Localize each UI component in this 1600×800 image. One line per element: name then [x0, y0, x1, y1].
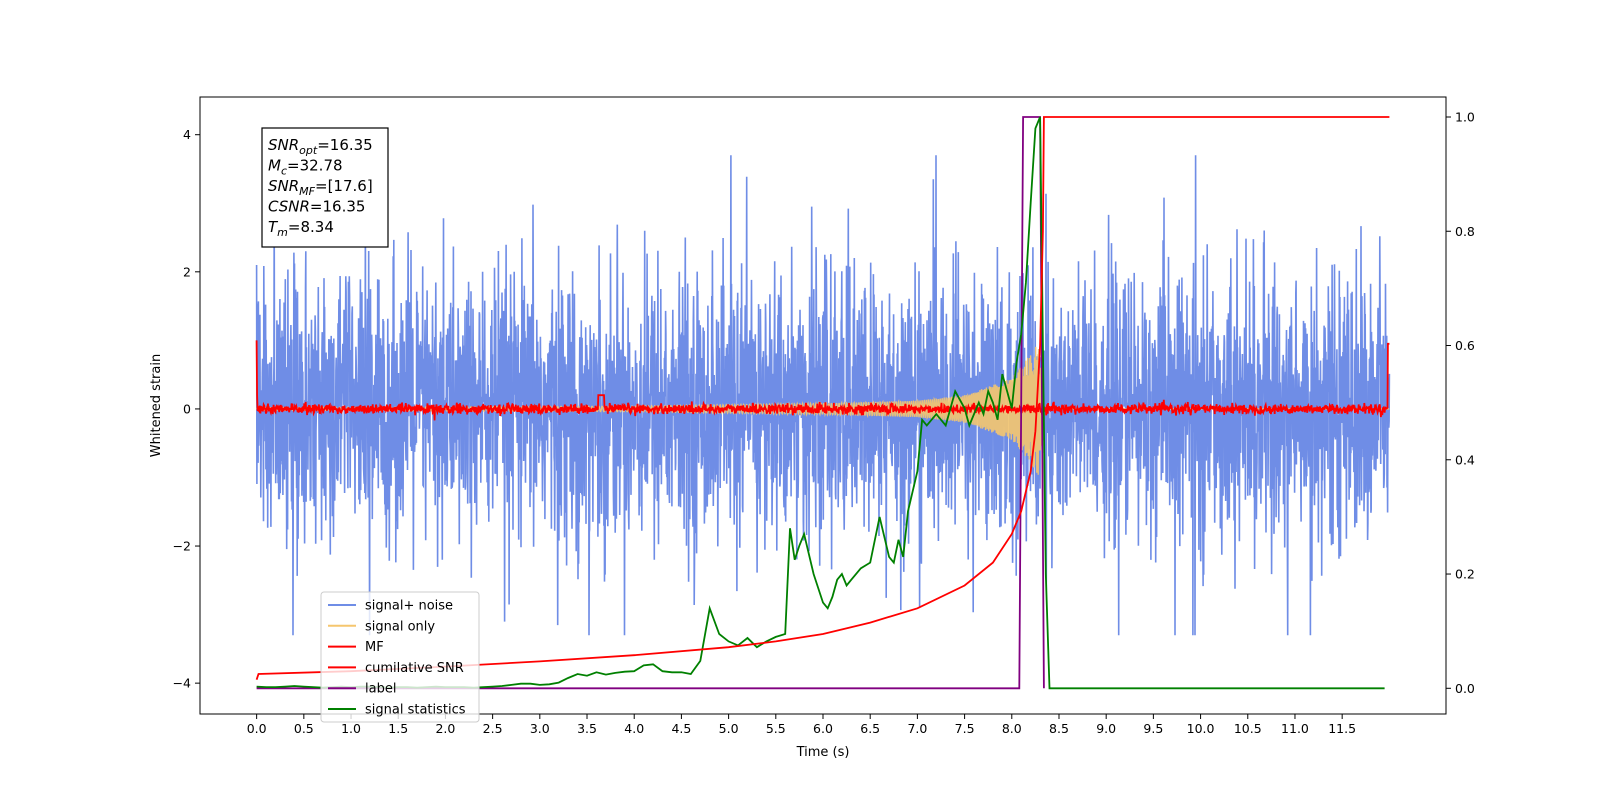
y-tick-label: −2 — [173, 539, 191, 554]
y2-tick-label: 1.0 — [1455, 109, 1475, 124]
x-tick-label: 3.0 — [530, 721, 550, 736]
x-tick-label: 0.5 — [294, 721, 314, 736]
y-axis-label: Whitened strain — [149, 354, 164, 457]
x-tick-label: 0.0 — [247, 721, 267, 736]
x-tick-label: 2.5 — [483, 721, 503, 736]
annotation-line: SNRopt=16.35 — [268, 136, 373, 157]
y2-tick-label: 0.4 — [1455, 452, 1475, 467]
tick-group: 0.0 0.5 1.0 1.5 2.0 2.5 3.0 3.5 4.0 4.5 5.0 5.5 6.0 6… — [173, 109, 1475, 736]
annotation-line: Tm=8.34 — [268, 218, 334, 239]
legend-entry: MF — [365, 640, 384, 655]
y-tick-label: −4 — [173, 676, 191, 691]
legend-entry: cumilative SNR — [365, 661, 464, 676]
legend-frame — [320, 591, 480, 723]
x-tick-label: 6.5 — [860, 721, 880, 736]
annotation-line: SNRMF=[17.6] — [268, 177, 373, 198]
x-tick-label: 2.0 — [435, 721, 455, 736]
y2-tick-label: 0.8 — [1455, 224, 1475, 239]
y-tick-label: 0 — [183, 401, 191, 416]
x-tick-label: 10.5 — [1234, 721, 1262, 736]
x-tick-label: 5.0 — [719, 721, 739, 736]
x-tick-label: 7.0 — [907, 721, 927, 736]
x-tick-label: 1.5 — [388, 721, 408, 736]
series-mf — [255, 340, 1390, 421]
x-tick-label: 7.5 — [955, 721, 975, 736]
x-tick-label: 8.5 — [1049, 721, 1069, 736]
series-signal-noise — [255, 155, 1391, 636]
x-tick-label: 4.0 — [624, 721, 644, 736]
x-tick-label: 9.5 — [1143, 721, 1163, 736]
x-tick-label: 9.0 — [1096, 721, 1116, 736]
x-axis-label: Time (s) — [796, 745, 850, 760]
annotation-line: CSNR=16.35 — [268, 198, 365, 216]
x-tick-label: 10.0 — [1187, 721, 1215, 736]
legend: signal+ noise signal only MF cumilative SNR… — [320, 591, 480, 723]
legend-entry: signal only — [365, 619, 435, 634]
x-tick-label: 11.5 — [1328, 721, 1356, 736]
x-tick-label: 4.5 — [671, 721, 691, 736]
x-tick-label: 3.5 — [577, 721, 597, 736]
y-tick-label: 2 — [183, 264, 191, 279]
y2-tick-label: 0.0 — [1455, 681, 1475, 696]
y2-tick-label: 0.6 — [1455, 338, 1475, 353]
y2-tick-label: 0.2 — [1455, 567, 1475, 582]
x-tick-label: 8.0 — [1002, 721, 1022, 736]
y-tick-label: 4 — [183, 127, 191, 142]
x-tick-label: 1.0 — [341, 721, 361, 736]
annotation-line: Mc=32.78 — [268, 157, 343, 178]
legend-entry: signal statistics — [365, 703, 466, 718]
annotation-box-frame — [261, 127, 389, 248]
legend-entry: label — [365, 682, 396, 697]
legend-entry: signal+ noise — [365, 599, 453, 614]
x-tick-label: 11.0 — [1281, 721, 1309, 736]
stats-annotation-box: SNRopt=16.35Mc=32.78SNRMF=[17.6]CSNR=16.… — [261, 127, 389, 248]
x-tick-label: 5.5 — [766, 721, 786, 736]
x-tick-label: 6.0 — [813, 721, 833, 736]
